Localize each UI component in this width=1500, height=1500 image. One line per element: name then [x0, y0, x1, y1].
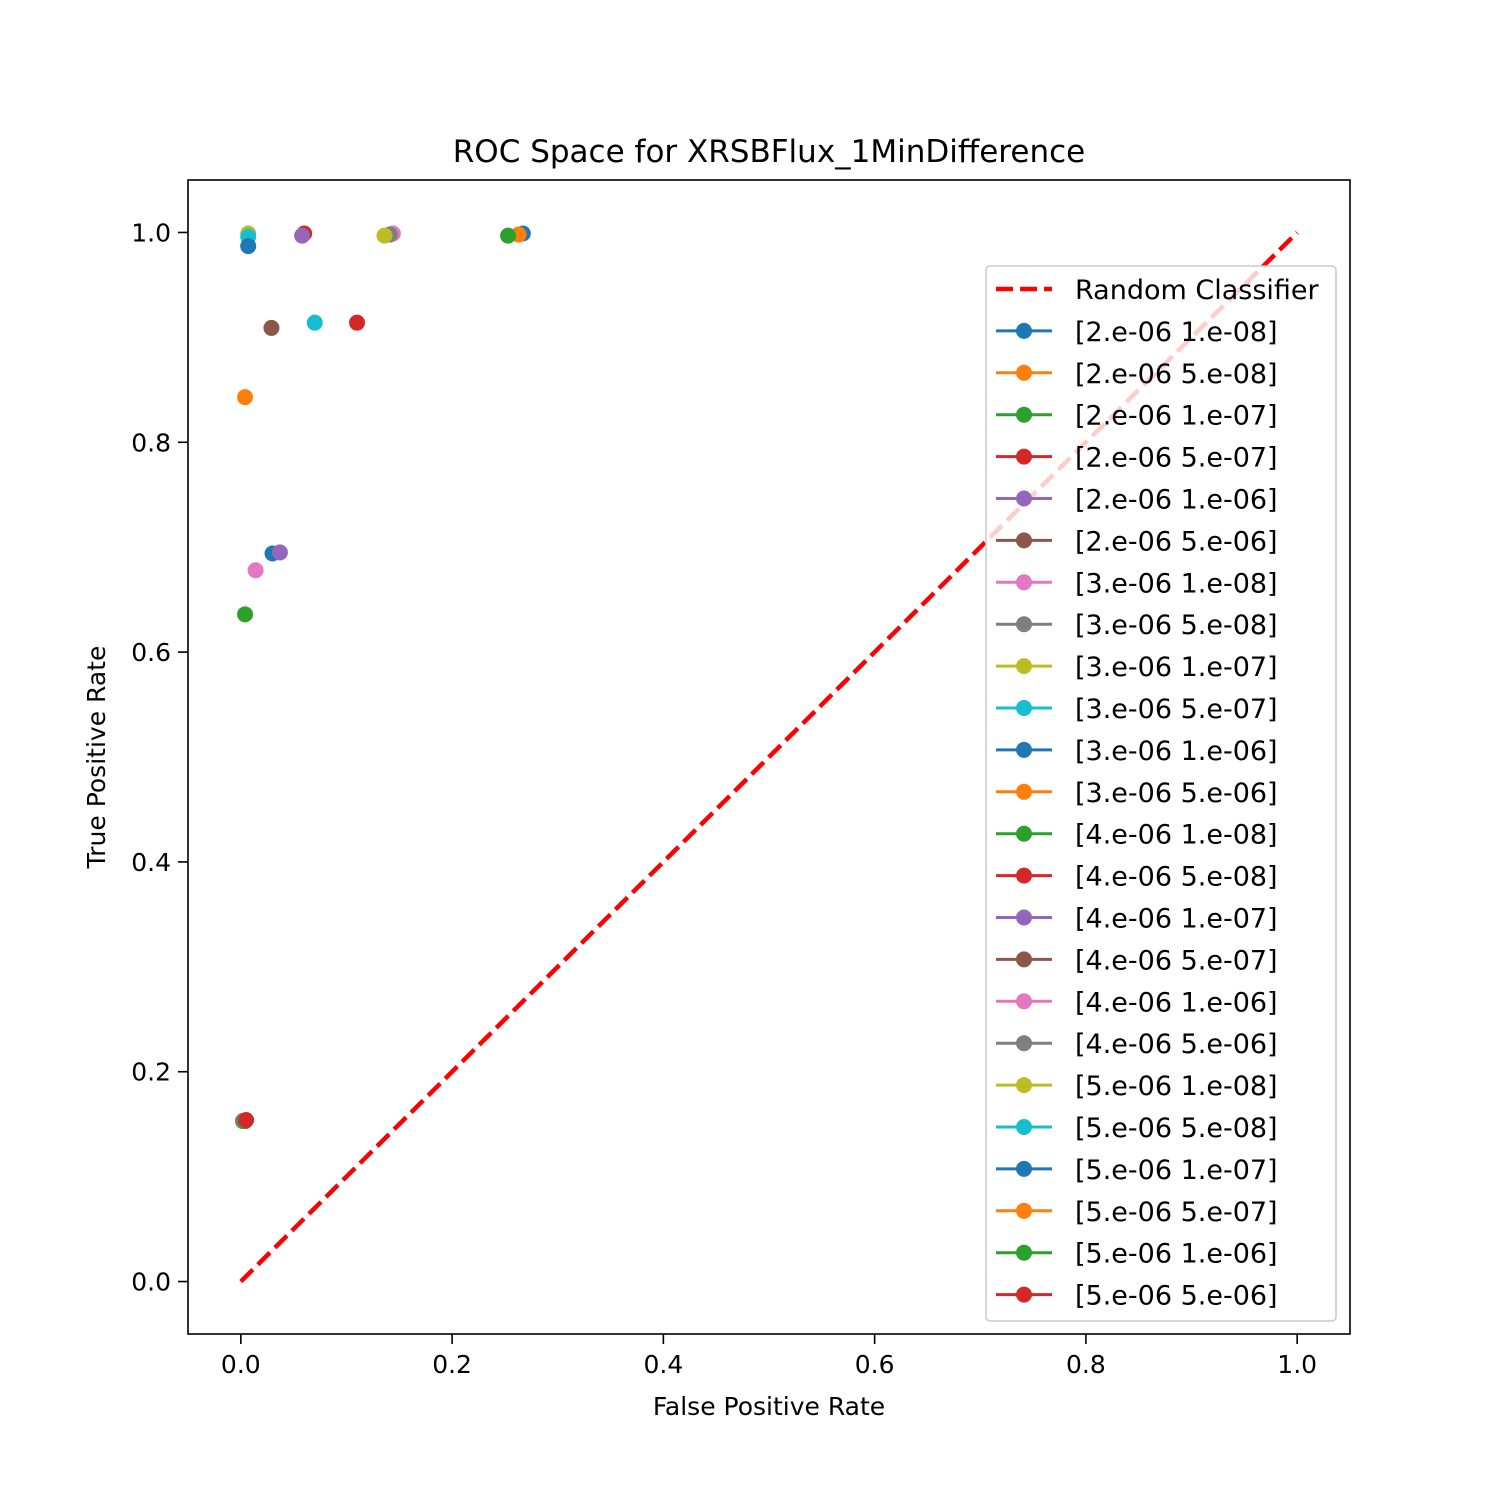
legend-label-11: [3.e-06 5.e-06] [1075, 778, 1278, 809]
x-tick-label-0: 0.0 [221, 1350, 261, 1379]
legend-label-22: [5.e-06 1.e-06] [1075, 1239, 1278, 1270]
data-point-11 [237, 389, 254, 406]
x-tick-label-5: 1.0 [1277, 1350, 1317, 1379]
legend-swatch-marker-8 [1016, 658, 1032, 675]
legend-swatch-marker-14 [1016, 909, 1032, 926]
legend-label-21: [5.e-06 5.e-07] [1075, 1197, 1278, 1228]
y-tick-label-3: 0.6 [131, 638, 171, 667]
x-tick-label-4: 0.8 [1066, 1350, 1106, 1379]
legend-label-1: [2.e-06 5.e-08] [1075, 359, 1278, 390]
x-axis-label: False Positive Rate [653, 1392, 885, 1421]
x-tick-label-3: 0.6 [855, 1350, 895, 1379]
data-point-5 [263, 319, 280, 336]
legend-label-13: [4.e-06 5.e-08] [1075, 862, 1278, 893]
legend-swatch-marker-20 [1016, 1160, 1032, 1177]
axis-ticks: 0.0 0.2 0.4 0.6 0.8 1.0 0.0 0.2 0.4 0.6 0.8 1.0 [131, 218, 1317, 1379]
y-tick-label-4: 0.8 [131, 428, 171, 457]
legend-swatch-marker-17 [1016, 1035, 1032, 1052]
y-tick-label-1: 0.2 [131, 1058, 171, 1087]
legend-label-10: [3.e-06 1.e-06] [1075, 736, 1278, 767]
legend-swatch-marker-16 [1016, 993, 1032, 1010]
legend-swatch-marker-9 [1016, 700, 1032, 716]
legend-swatch-marker-6 [1016, 574, 1032, 591]
legend-label-8: [3.e-06 1.e-07] [1075, 652, 1278, 683]
legend-swatch-marker-10 [1016, 741, 1032, 758]
data-point-8 [376, 227, 393, 244]
legend-swatch-marker-19 [1016, 1119, 1032, 1135]
legend-swatch-marker-0 [1016, 322, 1032, 339]
legend-label-3: [2.e-06 5.e-07] [1075, 443, 1278, 474]
legend-box [985, 265, 1337, 1322]
data-point-4 [294, 227, 311, 244]
legend-label-15: [4.e-06 5.e-07] [1075, 945, 1278, 976]
legend-label-6: [3.e-06 1.e-08] [1075, 568, 1278, 599]
data-point-16 [247, 562, 264, 579]
data-point-9 [306, 314, 323, 331]
legend-swatch-marker-1 [1016, 364, 1032, 381]
legend-label-7: [3.e-06 5.e-08] [1075, 610, 1278, 641]
y-tick-label-5: 1.0 [131, 218, 171, 247]
data-point-13 [349, 314, 366, 331]
y-tick-label-2: 0.4 [131, 848, 171, 877]
legend-swatch-marker-3 [1016, 448, 1032, 465]
legend-label-0: [2.e-06 1.e-08] [1075, 317, 1278, 348]
legend-label-5: [2.e-06 5.e-06] [1075, 526, 1278, 557]
legend-label-20: [5.e-06 1.e-07] [1075, 1155, 1278, 1186]
legend-label-random-classifier: Random Classifier [1075, 275, 1320, 306]
legend-label-9: [3.e-06 5.e-07] [1075, 694, 1278, 725]
x-tick-label-2: 0.4 [643, 1350, 683, 1379]
legend-label-2: [2.e-06 1.e-07] [1075, 401, 1278, 432]
legend-swatch-marker-11 [1016, 783, 1032, 800]
legend-swatch-marker-5 [1016, 532, 1032, 549]
legend-label-12: [4.e-06 1.e-08] [1075, 820, 1278, 851]
axes-frame [187, 179, 1351, 1335]
y-tick-label-0: 0.0 [131, 1268, 171, 1297]
data-point-20 [240, 238, 257, 255]
legend-swatch-marker-13 [1016, 867, 1032, 884]
legend-label-18: [5.e-06 1.e-08] [1075, 1071, 1278, 1102]
legend-swatch-marker-2 [1016, 406, 1032, 423]
legend-swatch-marker-18 [1016, 1077, 1032, 1094]
legend-label-17: [4.e-06 5.e-06] [1075, 1029, 1278, 1060]
data-point-2 [500, 227, 517, 244]
data-point-14 [271, 544, 288, 561]
legend-swatch-marker-12 [1016, 825, 1032, 842]
chart-title: ROC Space for XRSBFlux_1MinDifference [453, 134, 1085, 170]
legend-swatch-marker-4 [1016, 490, 1032, 507]
legend-label-23: [5.e-06 5.e-06] [1075, 1281, 1278, 1312]
legend-label-4: [2.e-06 1.e-06] [1075, 485, 1278, 516]
x-tick-label-1: 0.2 [432, 1350, 472, 1379]
legend: Random Classifier [2.e-06 1.e-08] [2.e-06 … [985, 265, 1337, 1322]
legend-swatch-marker-22 [1016, 1244, 1032, 1261]
legend-swatch-marker-23 [1016, 1286, 1032, 1303]
legend-swatch-marker-15 [1016, 951, 1032, 968]
legend-label-14: [4.e-06 1.e-07] [1075, 904, 1278, 935]
legend-swatch-marker-21 [1016, 1202, 1032, 1219]
legend-label-19: [5.e-06 5.e-08] [1075, 1113, 1278, 1144]
legend-swatch-marker-7 [1016, 616, 1032, 633]
legend-label-16: [4.e-06 1.e-06] [1075, 987, 1278, 1018]
y-axis-label: True Positive Rate [82, 646, 111, 870]
data-point-12 [237, 606, 254, 623]
data-point-23 [238, 1111, 255, 1128]
